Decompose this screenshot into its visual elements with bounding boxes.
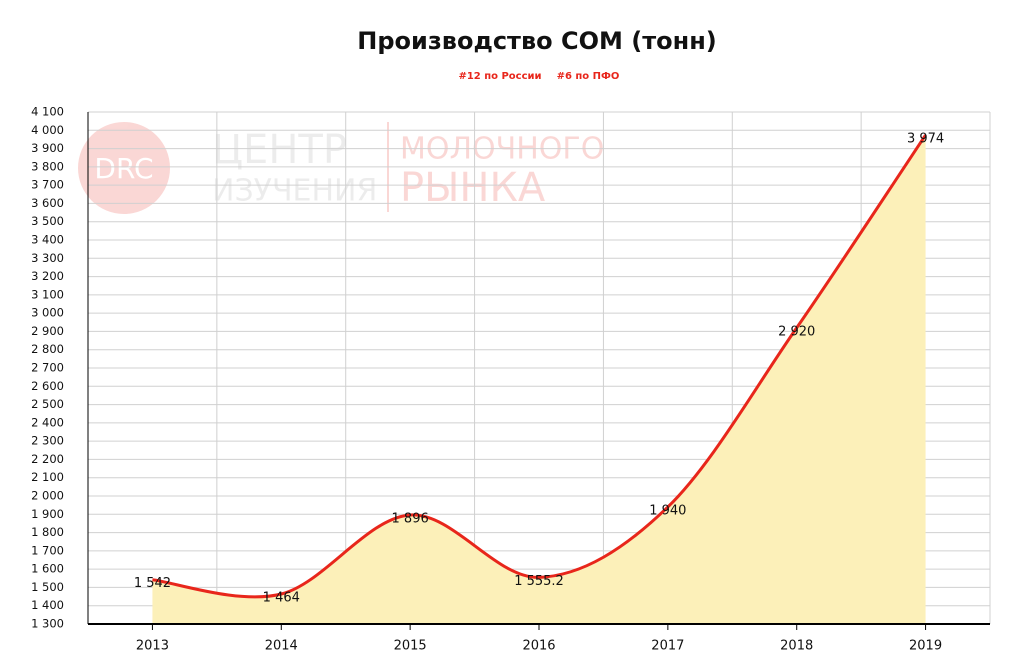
- y-tick-label: 2 300: [31, 434, 64, 448]
- y-tick-label: 2 200: [31, 452, 64, 466]
- watermark-text: РЫНКА: [400, 165, 546, 211]
- y-tick-label: 1 400: [31, 598, 64, 612]
- y-tick-label: 2 900: [31, 324, 64, 338]
- y-tick-label: 2 000: [31, 489, 64, 503]
- watermark-text: ИЗУЧЕНИЯ: [212, 174, 377, 209]
- y-tick-label: 4 000: [31, 123, 64, 137]
- area: [152, 135, 926, 625]
- y-tick-label: 3 400: [31, 233, 64, 247]
- y-tick-label: 1 500: [31, 580, 64, 594]
- x-tick-label: 2016: [522, 639, 555, 654]
- line: [152, 134, 927, 599]
- y-tick-label: 2 100: [31, 470, 64, 484]
- data-label: 1 896: [392, 512, 429, 527]
- x-tick-label: 2019: [909, 639, 942, 654]
- y-tick-label: 1 800: [31, 525, 64, 539]
- x-tick-label: 2014: [265, 639, 298, 654]
- y-tick-label: 1 900: [31, 507, 64, 521]
- y-tick-label: 3 100: [31, 287, 64, 301]
- data-label: 1 940: [649, 503, 686, 518]
- y-tick-label: 3 900: [31, 141, 64, 155]
- y-tick-label: 2 700: [31, 361, 64, 375]
- y-tick-label: 1 300: [31, 617, 64, 631]
- watermark-text: DRC: [94, 152, 153, 185]
- y-tick-label: 2 500: [31, 397, 64, 411]
- data-label: 1 464: [263, 591, 300, 606]
- y-tick-label: 3 800: [31, 159, 64, 173]
- y-tick-label: 2 400: [31, 415, 64, 429]
- y-tick-label: 3 500: [31, 214, 64, 228]
- x-tick-label: 2015: [394, 639, 427, 654]
- y-tick-label: 1 700: [31, 543, 64, 557]
- y-tick-label: 3 700: [31, 178, 64, 192]
- y-tick-label: 2 600: [31, 379, 64, 393]
- data-label: 1 542: [134, 576, 171, 591]
- data-label: 1 555.2: [514, 574, 564, 589]
- subtitle: #12 по России: [458, 71, 541, 82]
- y-tick-label: 4 100: [31, 105, 64, 119]
- chart-title: Производство СОМ (тонн): [357, 27, 717, 55]
- subtitle: #6 по ПФО: [557, 71, 620, 82]
- y-tick-label: 3 200: [31, 269, 64, 283]
- data-label: 2 920: [778, 324, 815, 339]
- x-tick-label: 2017: [651, 639, 684, 654]
- watermark: DRC ЦЕНТР ИЗУЧЕНИЯ МОЛОЧНОГО РЫНКА: [78, 122, 604, 214]
- x-tick-label: 2018: [780, 639, 813, 654]
- data-label: 3 974: [907, 132, 944, 147]
- y-tick-label: 3 000: [31, 306, 64, 320]
- watermark-logo: [78, 122, 170, 214]
- watermark-text: ЦЕНТР: [212, 127, 347, 173]
- y-tick-label: 3 600: [31, 196, 64, 210]
- y-tick-label: 3 300: [31, 251, 64, 265]
- x-tick-label: 2013: [136, 639, 169, 654]
- y-tick-label: 2 800: [31, 342, 64, 356]
- y-tick-label: 1 600: [31, 562, 64, 576]
